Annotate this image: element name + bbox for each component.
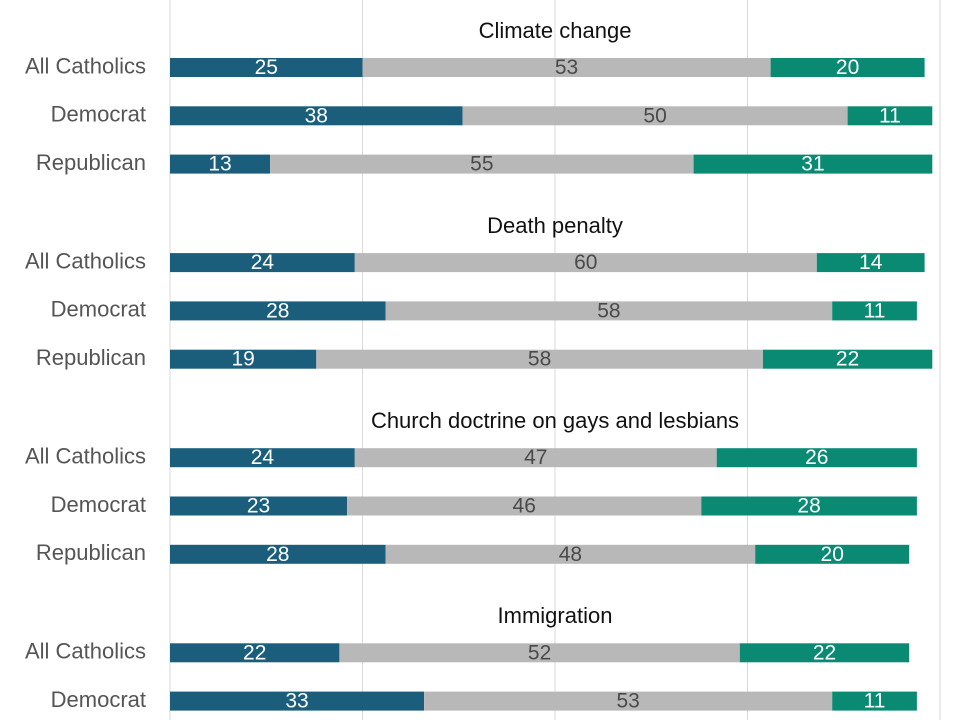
- data-label: 53: [616, 690, 639, 713]
- data-label: 13: [208, 153, 231, 176]
- data-label: 38: [305, 104, 328, 127]
- bar-segment: [339, 643, 740, 663]
- data-label: 60: [574, 251, 597, 274]
- data-label: 46: [513, 495, 536, 518]
- data-label: 31: [801, 153, 824, 176]
- data-label: 20: [821, 543, 844, 566]
- category-label: All Catholics: [25, 444, 146, 469]
- bar-segment: [170, 691, 425, 711]
- category-label: All Catholics: [25, 53, 146, 78]
- data-label: 11: [864, 299, 886, 322]
- data-label: 11: [879, 104, 901, 127]
- data-label: 22: [243, 641, 266, 664]
- bar-segment: [716, 448, 917, 468]
- data-label: 14: [859, 251, 883, 274]
- bar-segment: [770, 58, 925, 77]
- bar-segment: [424, 691, 833, 711]
- bar-segment: [693, 154, 933, 174]
- bar-segment: [170, 301, 386, 321]
- bar-segment: [170, 253, 355, 273]
- data-label: 23: [247, 495, 270, 518]
- bar-segment: [170, 448, 355, 468]
- bar-segment: [354, 448, 717, 468]
- data-label: 11: [864, 690, 886, 713]
- category-label: Republican: [36, 345, 146, 370]
- data-label: 33: [285, 690, 308, 713]
- data-label: 52: [528, 641, 551, 664]
- bar-segment: [270, 154, 694, 174]
- bar-segment: [347, 496, 702, 516]
- bar-segment: [170, 349, 317, 369]
- bar-segment: [354, 253, 817, 273]
- panel-title: Immigration: [498, 603, 613, 628]
- category-label: All Catholics: [25, 639, 146, 664]
- data-label: 19: [231, 348, 254, 371]
- data-label: 24: [251, 251, 275, 274]
- bar-segment: [847, 106, 933, 126]
- data-label: 28: [266, 543, 289, 566]
- bar-segment: [170, 58, 363, 77]
- bar-segment: [170, 106, 463, 126]
- labels: Climate change All Catholics 25 53 20 Democra…: [25, 18, 901, 713]
- bar-segment: [832, 301, 917, 321]
- data-label: 25: [255, 56, 278, 79]
- data-label: 53: [555, 56, 578, 79]
- bar-segment: [362, 58, 771, 77]
- data-label: 28: [797, 495, 820, 518]
- panel-title: Death penalty: [487, 213, 623, 238]
- category-label: Democrat: [51, 297, 146, 322]
- bar-segment: [385, 301, 833, 321]
- bar-segment: [832, 691, 917, 711]
- data-label: 26: [805, 446, 828, 469]
- bar-segment: [385, 544, 756, 564]
- data-label: 28: [266, 299, 289, 322]
- category-label: Republican: [36, 150, 146, 175]
- panel-title: Climate change: [479, 18, 632, 43]
- category-label: All Catholics: [25, 248, 146, 273]
- category-label: Democrat: [51, 687, 146, 712]
- panel-title: Church doctrine on gays and lesbians: [371, 408, 739, 433]
- bar-segment: [755, 544, 910, 564]
- bar-segment: [462, 106, 848, 126]
- data-label: 20: [836, 56, 859, 79]
- data-label: 47: [524, 446, 547, 469]
- bar-segment: [170, 496, 348, 516]
- data-label: 22: [836, 348, 859, 371]
- data-label: 50: [643, 104, 666, 127]
- data-label: 24: [251, 446, 275, 469]
- category-label: Republican: [36, 540, 146, 565]
- bar-segment: [701, 496, 917, 516]
- data-label: 58: [528, 348, 551, 371]
- bar-segment: [170, 544, 386, 564]
- data-label: 55: [470, 153, 493, 176]
- category-label: Democrat: [51, 102, 146, 127]
- bar-segment: [170, 643, 340, 663]
- bar-segment: [316, 349, 763, 369]
- bar-segment: [816, 253, 925, 273]
- bar-segment: [739, 643, 910, 663]
- data-label: 58: [597, 299, 620, 322]
- category-label: Democrat: [51, 492, 146, 517]
- bar-segment: [170, 154, 271, 174]
- bars: [170, 58, 933, 711]
- bar-segment: [762, 349, 933, 369]
- data-label: 48: [559, 543, 582, 566]
- data-label: 22: [813, 641, 836, 664]
